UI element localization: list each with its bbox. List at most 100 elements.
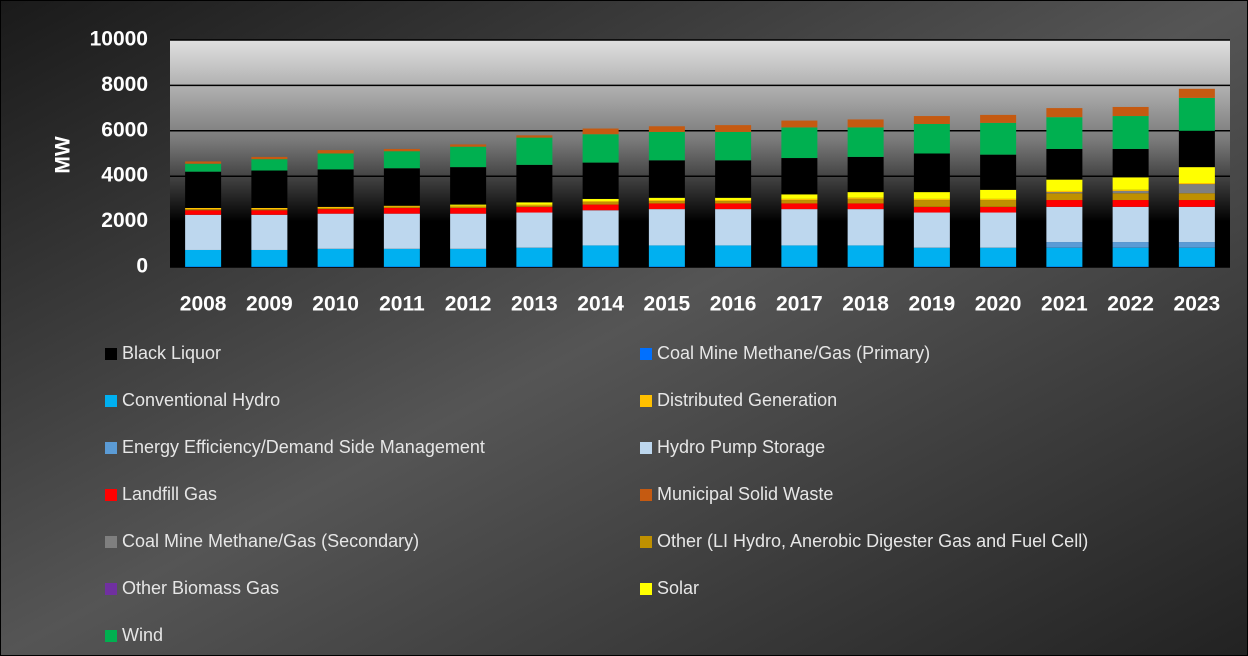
bar-segment (1178, 193, 1215, 201)
bar-segment (781, 198, 818, 201)
bar-segment (980, 122, 1017, 155)
bar-segment (582, 202, 619, 205)
bar-segment (1178, 200, 1215, 207)
bar-segment (648, 209, 685, 246)
x-tick-label: 2016 (710, 293, 757, 316)
bar-segment (715, 209, 752, 246)
bar-segment (980, 212, 1017, 248)
x-tick-label: 2009 (246, 293, 293, 316)
bar-segment (1112, 116, 1149, 149)
bar-segment (980, 247, 1017, 267)
bar-segment (516, 205, 553, 207)
bar-segment (847, 127, 884, 157)
bar-segment (251, 170, 288, 208)
legend-label: Energy Efficiency/Demand Side Management (122, 437, 485, 457)
x-tick-label: 2013 (511, 293, 558, 316)
bar-segment (847, 245, 884, 267)
bar-segment (1178, 88, 1215, 98)
bar-segment (185, 207, 222, 210)
bar-segment (1178, 206, 1215, 243)
bar-segment (582, 198, 619, 202)
bar-segment (185, 210, 222, 215)
bar-segment (781, 158, 818, 195)
legend-swatch (640, 583, 652, 595)
bar-segment (317, 207, 354, 210)
bar-segment (317, 213, 354, 249)
bar-segment (450, 206, 487, 208)
legend-swatch (105, 442, 117, 454)
bar-segment (185, 163, 222, 172)
x-tick-label: 2015 (644, 293, 691, 316)
legend-swatch (640, 348, 652, 360)
bar-segment (1112, 106, 1149, 117)
bar-segment (185, 171, 222, 208)
legend-swatch (105, 536, 117, 548)
bar-segment (1178, 130, 1215, 168)
bar-segment (251, 210, 288, 215)
bar-segment (251, 249, 288, 267)
bar-segment (1046, 193, 1083, 201)
bar-segment (516, 135, 553, 138)
legend-label: Municipal Solid Waste (657, 484, 833, 504)
legend-label: Other Biomass Gas (122, 578, 279, 598)
bar-segment (715, 203, 752, 210)
bar-segment (847, 119, 884, 128)
bar-segment (913, 192, 950, 199)
bar-segment (1046, 242, 1083, 248)
legend-label: Landfill Gas (122, 484, 217, 504)
bar-segment (847, 198, 884, 204)
y-axis-label: MW (52, 136, 75, 173)
bar-segment (317, 153, 354, 170)
bar-segment (781, 120, 818, 128)
y-tick-label: 8000 (101, 73, 148, 96)
bar-segment (317, 169, 354, 207)
bar-segment (1112, 200, 1149, 207)
bar-segment (450, 146, 487, 168)
bar-segment (185, 214, 222, 250)
bar-segment (781, 245, 818, 267)
x-tick-label: 2008 (180, 293, 227, 316)
legend-label: Solar (657, 578, 699, 598)
bar-segment (715, 125, 752, 132)
bar-segment (1046, 200, 1083, 207)
bar-segment (317, 209, 354, 214)
bar-segment (251, 159, 288, 171)
bar-segment (648, 197, 685, 201)
bar-segment (847, 192, 884, 198)
legend-swatch (105, 348, 117, 360)
x-tick-label: 2023 (1174, 293, 1221, 316)
bar-segment (1046, 190, 1083, 193)
bar-segment (1178, 184, 1215, 194)
x-tick-label: 2020 (975, 293, 1022, 316)
legend-label: Other (LI Hydro, Anerobic Digester Gas a… (657, 531, 1088, 551)
legend-swatch (640, 536, 652, 548)
x-tick-label: 2011 (379, 293, 425, 316)
bar-segment (648, 201, 685, 204)
bar-segment (450, 213, 487, 249)
bar-segment (450, 204, 487, 206)
bar-segment (185, 249, 222, 267)
y-tick-label: 4000 (101, 164, 148, 187)
bar-segment (1112, 247, 1149, 267)
bar-segment (251, 156, 288, 160)
bar-segment (980, 189, 1017, 199)
bar-segment (715, 245, 752, 267)
legend-label: Black Liquor (122, 343, 221, 363)
bar-segment (1112, 177, 1149, 190)
x-tick-label: 2017 (776, 293, 823, 316)
bar-segment (913, 206, 950, 213)
bar-segment (980, 114, 1017, 123)
bar-segment (582, 134, 619, 163)
bar-segment (715, 197, 752, 201)
bar-segment (648, 245, 685, 267)
bar-segment (1178, 167, 1215, 184)
bar-segment (847, 197, 884, 199)
bar-segment (1178, 247, 1215, 267)
bar-segment (1046, 192, 1083, 194)
bar-segment (913, 200, 950, 207)
legend-swatch (640, 489, 652, 501)
legend-swatch (105, 395, 117, 407)
bar-segment (516, 164, 553, 203)
bar-segment (450, 144, 487, 147)
bar-segment (251, 207, 288, 210)
